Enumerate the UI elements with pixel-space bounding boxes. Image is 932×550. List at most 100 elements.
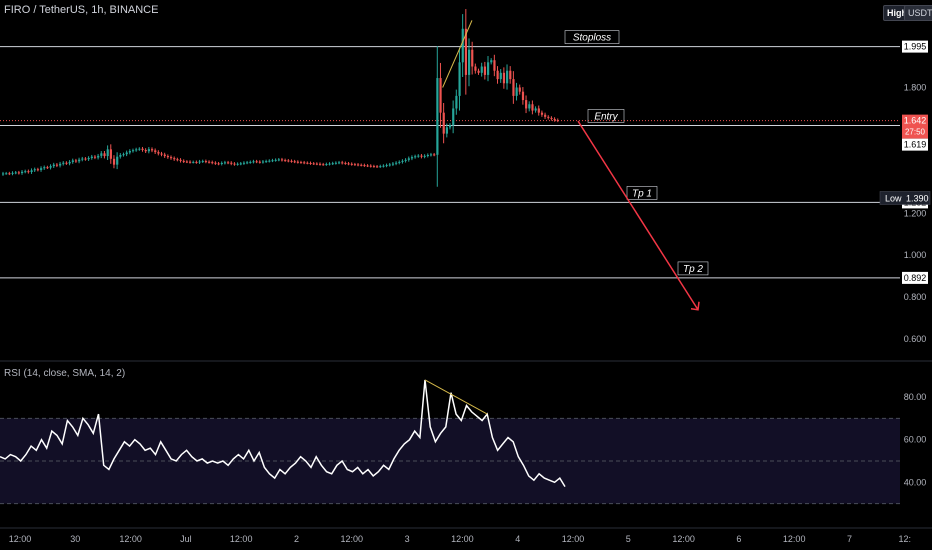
level-value-label: 0.892	[904, 273, 927, 283]
candle-body	[100, 153, 103, 156]
candle-body	[271, 160, 274, 162]
candle-body	[534, 108, 537, 111]
rsi-trend-line	[424, 379, 488, 415]
rsi-tick-label: 40.00	[904, 477, 927, 487]
level-1619-label: 1.619	[904, 140, 927, 150]
candle-body	[404, 159, 407, 161]
candle-body	[407, 158, 410, 160]
candle-body	[420, 155, 423, 157]
candle-body	[391, 163, 395, 165]
candle-body	[176, 159, 179, 161]
candle-body	[328, 163, 331, 165]
candle-body	[87, 157, 90, 160]
candle-body	[255, 161, 258, 163]
candle-body	[442, 112, 445, 134]
candle-body	[138, 148, 141, 150]
candle-body	[369, 165, 372, 167]
candle-body	[173, 158, 176, 160]
candle-body	[287, 160, 290, 162]
candle-body	[312, 163, 315, 165]
candle-body	[398, 161, 401, 163]
candle-body	[353, 164, 357, 166]
candle-body	[46, 167, 49, 169]
candle-body	[284, 160, 287, 162]
candle-body	[135, 149, 138, 151]
candle-body	[448, 125, 452, 128]
candle-body	[455, 95, 458, 109]
candle-body	[372, 166, 376, 168]
candle-body	[59, 163, 62, 166]
candle-body	[122, 154, 125, 156]
candle-body	[515, 87, 518, 96]
candle-body	[334, 162, 338, 164]
candle-body	[344, 162, 347, 164]
candle-body	[395, 162, 398, 164]
level-label-box	[677, 261, 709, 276]
candle-body	[233, 163, 236, 165]
candle-body	[379, 166, 382, 168]
candle-body	[265, 161, 268, 163]
candle-body	[185, 161, 189, 163]
candle-body	[84, 158, 87, 160]
candle-body	[36, 169, 40, 171]
candle-body	[471, 49, 474, 67]
candle-body	[68, 161, 71, 164]
candle-body	[11, 172, 14, 174]
candle-body	[502, 72, 506, 84]
candle-body	[24, 171, 27, 173]
countdown-label: 27:50	[905, 128, 926, 137]
x-tick-label: 2	[294, 534, 299, 544]
candle-body	[274, 159, 277, 161]
candle-body	[341, 162, 344, 164]
candle-body	[236, 163, 239, 165]
candle-body	[385, 165, 388, 167]
currency-badge[interactable]: USDT	[904, 5, 932, 21]
x-tick-label: 12:00	[119, 534, 142, 544]
candle-body	[417, 155, 420, 157]
candle-body	[106, 149, 109, 157]
rsi-line	[0, 379, 566, 487]
candle-body	[201, 161, 204, 163]
candle-body	[506, 70, 509, 84]
level-label-box	[564, 30, 620, 44]
candle-body	[214, 162, 217, 164]
candle-body	[258, 161, 261, 163]
x-tick-label: 12:00	[672, 534, 695, 544]
candle-body	[261, 161, 265, 163]
candle-body	[5, 173, 8, 175]
candle-body	[8, 173, 11, 175]
x-tick-label: 12:00	[341, 534, 364, 544]
candle-body	[182, 160, 185, 162]
level-value-box	[902, 271, 928, 284]
projection-arrow-line	[577, 120, 699, 311]
candle-body	[30, 170, 33, 172]
candle-body	[52, 164, 55, 167]
rsi-tick-label: 80.00	[904, 392, 927, 402]
price-tick-label: 0.600	[904, 334, 927, 344]
candle-body	[528, 104, 531, 109]
x-tick-label: 3	[405, 534, 410, 544]
candle-body	[483, 66, 487, 75]
candle-body	[525, 100, 528, 109]
price-tick-label: 0.800	[904, 292, 927, 302]
candle-body	[464, 28, 468, 75]
x-tick-label: 12:00	[9, 534, 32, 544]
candle-body	[14, 172, 17, 174]
candle-body	[309, 162, 312, 164]
candle-body	[242, 162, 246, 164]
x-tick-label: 6	[736, 534, 741, 544]
candle-body	[27, 171, 30, 173]
candle-body	[90, 156, 93, 158]
candle-body	[299, 162, 303, 164]
level-label-box	[626, 186, 658, 200]
candle-body	[553, 118, 556, 120]
projection-arrow-head	[690, 301, 700, 311]
candle-body	[252, 161, 255, 163]
candle-body	[401, 160, 404, 162]
candle-body	[376, 166, 379, 168]
candle-body	[21, 171, 24, 174]
candle-body	[144, 149, 147, 152]
level-value-box	[902, 40, 928, 53]
candle-body	[499, 72, 502, 80]
